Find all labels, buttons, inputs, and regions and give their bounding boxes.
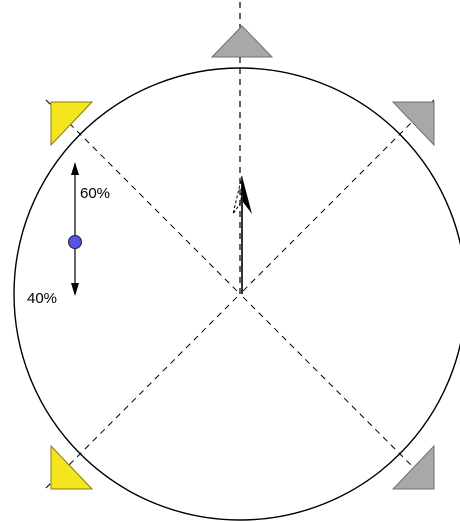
rear-balance-label: 40% <box>27 290 57 307</box>
front-right-guide-line <box>239 99 435 295</box>
speaker-front-right-icon[interactable] <box>391 101 435 147</box>
listening-area-circle <box>13 67 460 521</box>
balance-up-arrowhead <box>71 162 79 175</box>
front-left-guide-line <box>45 99 241 295</box>
listener-direction-arrow-icon[interactable] <box>232 175 252 294</box>
front-balance-label: 60% <box>80 185 110 202</box>
speaker-center-front-icon[interactable] <box>210 25 274 58</box>
balance-down-arrowhead <box>71 283 79 296</box>
rear-left-guide-line <box>45 293 241 489</box>
rear-right-guide-line <box>239 293 435 489</box>
speaker-rear-right-icon[interactable] <box>391 444 435 490</box>
front-rear-balance-slider[interactable] <box>68 162 82 296</box>
speaker-rear-left-icon[interactable] <box>50 444 94 490</box>
speaker-front-left-icon[interactable] <box>50 101 94 147</box>
balance-handle-icon[interactable] <box>68 235 82 249</box>
